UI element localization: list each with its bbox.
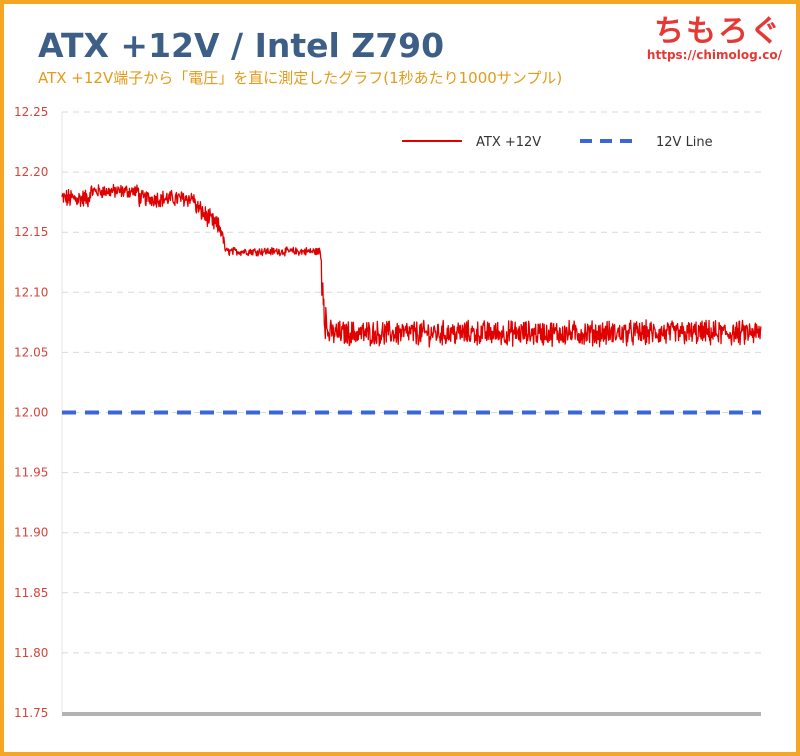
y-tick-label: 11.90: [14, 526, 48, 540]
y-tick-label: 12.15: [14, 225, 48, 239]
y-tick-label: 12.05: [14, 345, 48, 359]
series-atx-12v: [61, 183, 762, 348]
chart-subtitle: ATX +12V端子から「電圧」を直に測定したグラフ(1秒あたり1000サンプル…: [38, 69, 563, 87]
y-tick-label: 12.20: [14, 165, 48, 179]
legend: ATX +12V 12V Line: [402, 135, 713, 150]
x-axis-line: [62, 712, 761, 716]
site-logo: ちもろぐ https://chimolog.co/: [647, 6, 782, 62]
logo-text: ちもろぐ: [654, 14, 782, 49]
chart-title: ATX +12V / Intel Z790: [38, 26, 445, 65]
y-tick-label: 11.80: [14, 646, 48, 660]
y-tick-label: 12.10: [14, 285, 48, 299]
y-tick-label: 11.75: [14, 706, 48, 720]
legend-label-atx-12v: ATX +12V: [476, 135, 541, 150]
legend-label-12v-line: 12V Line: [656, 135, 713, 150]
logo-url: https://chimolog.co/: [646, 48, 782, 62]
y-axis-ticks: 12.25 12.20 12.15 12.10 12.05 12.00 11.95 11.90…: [14, 105, 48, 720]
y-tick-label: 11.95: [14, 466, 48, 480]
y-tick-label: 12.25: [14, 105, 48, 119]
y-tick-label: 12.00: [14, 406, 48, 420]
series-layer: [61, 183, 762, 415]
y-tick-label: 11.85: [14, 586, 48, 600]
